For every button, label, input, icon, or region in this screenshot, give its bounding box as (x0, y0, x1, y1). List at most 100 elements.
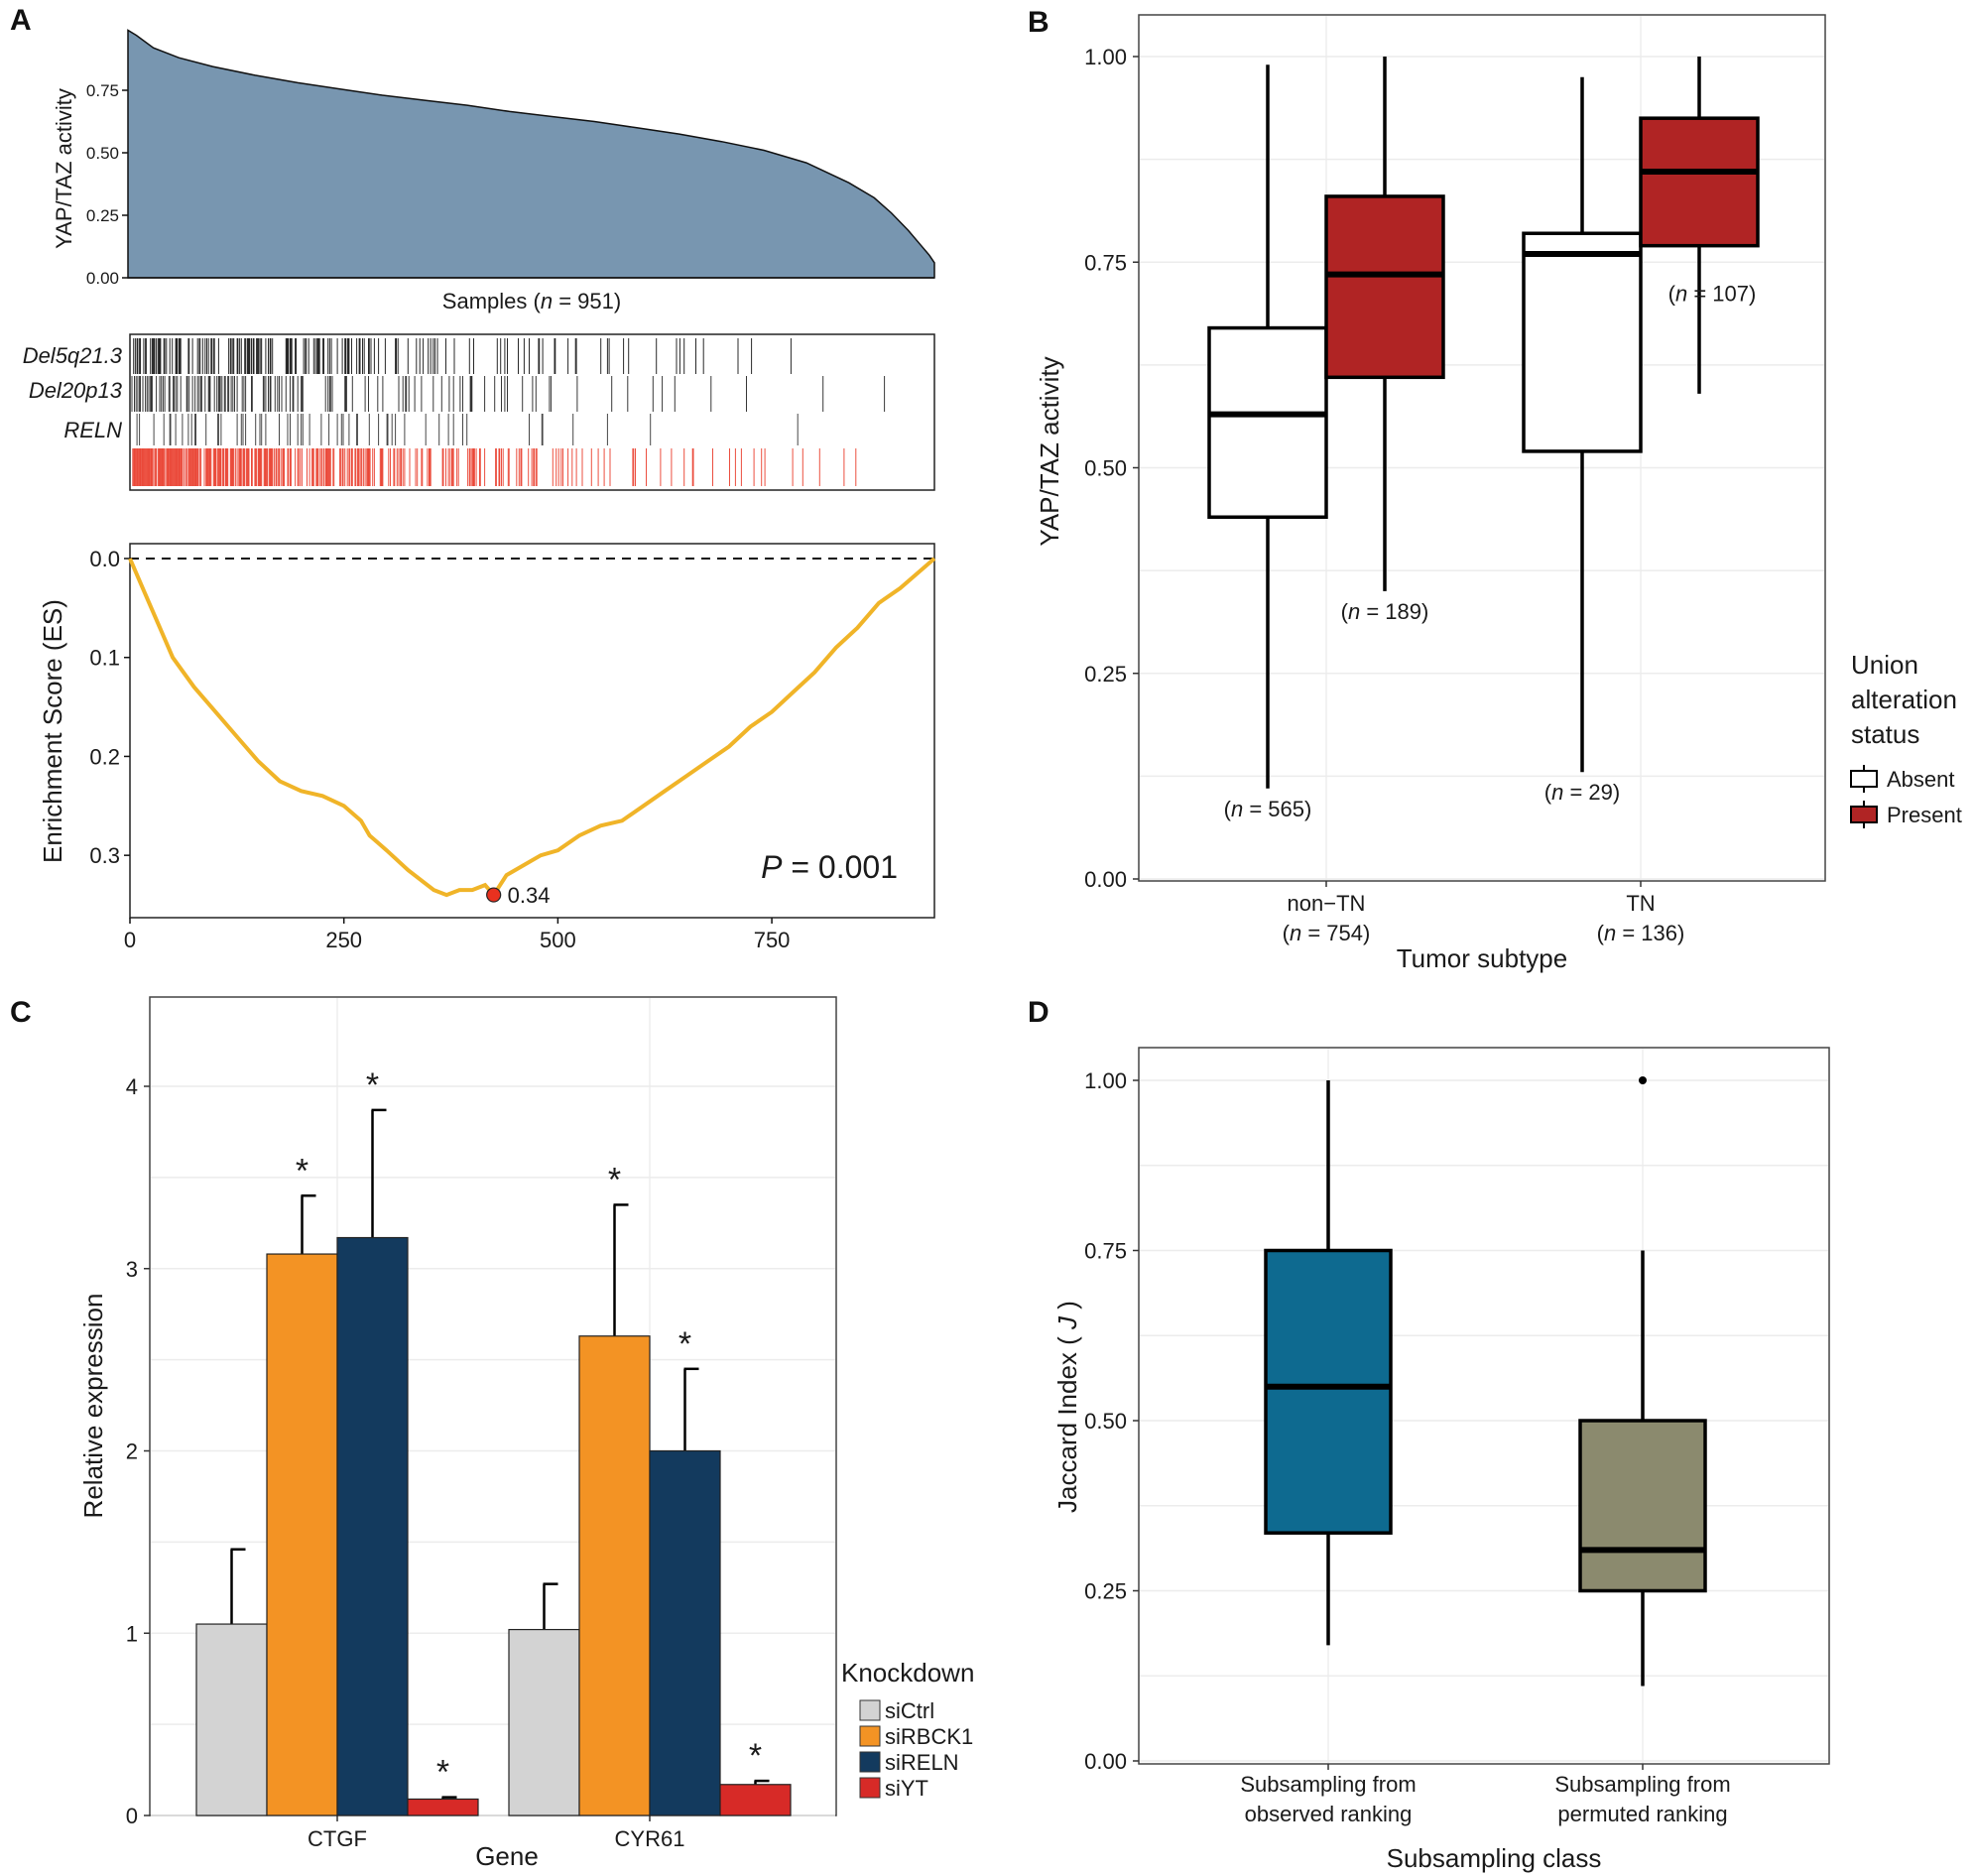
b-box-tn-present (1639, 116, 1760, 248)
b-y-tick-label: 0.75 (1084, 250, 1127, 275)
d-x-tick-label-line2: observed ranking (1245, 1802, 1413, 1826)
d-y-tick-label: 0.00 (1084, 1749, 1127, 1774)
subtype-boxplot: 0.00 0.25 0.50 0.75 1.00 non−TN (n = 754) TN (n … (1035, 14, 1962, 973)
b-box-nontn-present-n-label: (n = 189) (1341, 599, 1429, 624)
relative-expression-bar-chart: 0 1 2 3 4 CTGF CYR61 * * * * * * Relative expressio… (78, 996, 974, 1871)
es-y-label: Enrichment Score (ES) (38, 599, 67, 863)
d-box-permuted (1578, 1419, 1707, 1593)
jaccard-boxplot: 0.00 0.25 0.50 0.75 1.00 Subsampling from obse… (1052, 1047, 1830, 1873)
b-legend-title: Union (1851, 650, 1918, 680)
b-legend-key-absent (1850, 770, 1878, 788)
activity-y-tick-label: 0.50 (86, 144, 119, 163)
b-legend-key-present (1850, 806, 1878, 823)
c-bar-cyr61-sictrl (508, 1628, 580, 1816)
p-value-label: P = 0.001 (761, 849, 898, 885)
c-bar-ctgf-sirbck1-significance: * (296, 1152, 308, 1189)
c-y-tick-label: 1 (126, 1621, 138, 1646)
row-label-del5q21: Del5q21.3 (23, 343, 123, 368)
c-x-tick-label: CTGF (308, 1826, 367, 1851)
es-x-tick-label: 0 (124, 928, 136, 952)
d-x-tick-label-line2: permuted ranking (1557, 1802, 1727, 1826)
activity-y-tick-label: 0.00 (86, 269, 119, 288)
b-box-nontn-present (1324, 194, 1445, 380)
es-y-tick-label: 0.1 (89, 646, 120, 671)
es-y-tick-label: 0.2 (89, 744, 120, 769)
es-x-tick-label: 500 (540, 928, 576, 952)
b-box-tn-absent-n-label: (n = 29) (1544, 780, 1620, 805)
c-legend-label-sireln: siRELN (885, 1750, 959, 1775)
b-legend-title: status (1851, 719, 1919, 749)
c-bar-cyr61-sireln-significance: * (679, 1325, 691, 1363)
d-x-tick-label-line1: Subsampling from (1240, 1772, 1416, 1797)
es-min-point (486, 887, 502, 903)
b-y-tick-label: 0.25 (1084, 662, 1127, 687)
alteration-heatmap: Del5q21.3 Del20p13 RELN (23, 333, 935, 491)
activity-y-label: YAP/TAZ activity (52, 88, 76, 249)
c-legend-title: Knockdown (841, 1658, 974, 1688)
es-x-tick-label: 750 (754, 928, 791, 952)
c-legend-key-siyt (859, 1777, 881, 1799)
b-y-tick-label: 0.00 (1084, 867, 1127, 892)
c-bar-cyr61-sirbck1-significance: * (608, 1161, 621, 1198)
panel-letter-d: D (1028, 996, 1049, 1029)
c-y-label: Relative expression (78, 1294, 108, 1519)
c-bar-ctgf-sireln (336, 1236, 409, 1816)
c-y-tick-label: 3 (126, 1257, 138, 1282)
c-y-tick-label: 4 (126, 1074, 138, 1099)
c-bar-ctgf-siyt (407, 1798, 479, 1816)
c-legend-key-sictrl (859, 1699, 881, 1721)
samples-x-label: Samples (n = 951) (442, 289, 621, 313)
c-legend-label-sictrl: siCtrl (885, 1698, 934, 1723)
activity-area-chart: 0.00 0.25 0.50 0.75 YAP/TAZ activity Sample… (52, 29, 935, 313)
es-y-tick-label: 0.3 (89, 843, 120, 868)
d-box-observed (1264, 1248, 1393, 1535)
c-bar-ctgf-siyt-significance: * (436, 1754, 449, 1792)
c-bar-cyr61-siyt (719, 1784, 792, 1816)
b-y-label: YAP/TAZ activity (1035, 356, 1064, 546)
b-legend-label-absent: Absent (1887, 767, 1955, 792)
c-bar-ctgf-sictrl (195, 1623, 268, 1816)
b-legend-label-present: Present (1887, 803, 1962, 827)
b-box-nontn-absent (1207, 325, 1328, 519)
row-label-reln: RELN (63, 418, 122, 442)
d-y-tick-label: 0.25 (1084, 1579, 1127, 1604)
d-frame (1138, 1047, 1830, 1765)
d-y-tick-label: 0.50 (1084, 1409, 1127, 1434)
c-y-tick-label: 0 (126, 1804, 138, 1828)
d-box-permuted-outlier (1639, 1076, 1647, 1084)
es-x-tick-label: 250 (325, 928, 362, 952)
activity-y-tick-label: 0.75 (86, 81, 119, 100)
es-y-tick-label: 0.0 (89, 547, 120, 571)
c-bar-cyr61-sireln (649, 1449, 721, 1816)
d-x-label: Subsampling class (1387, 1843, 1602, 1873)
b-x-tick-n-label: (n = 136) (1597, 921, 1685, 945)
c-legend-key-sireln (859, 1751, 881, 1773)
c-y-tick-label: 2 (126, 1439, 138, 1464)
panel-letter-c: C (10, 996, 32, 1029)
c-x-tick-label: CYR61 (615, 1826, 685, 1851)
b-box-tn-present-n-label: (n = 107) (1668, 282, 1757, 307)
es-frame (129, 543, 935, 919)
d-y-tick-label: 1.00 (1084, 1068, 1127, 1093)
d-y-tick-label: 0.75 (1084, 1239, 1127, 1264)
c-x-label: Gene (475, 1841, 539, 1871)
activity-area (127, 29, 935, 279)
c-legend-label-sirbck1: siRBCK1 (885, 1724, 973, 1749)
b-y-tick-label: 1.00 (1084, 45, 1127, 69)
panel-letter-a: A (10, 4, 32, 37)
b-x-tick-label: TN (1626, 891, 1655, 916)
b-box-tn-absent (1522, 231, 1643, 453)
c-legend-key-sirbck1 (859, 1725, 881, 1747)
c-bar-ctgf-sirbck1 (266, 1253, 338, 1816)
b-box-nontn-absent-n-label: (n = 565) (1224, 797, 1312, 821)
b-x-tick-n-label: (n = 754) (1283, 921, 1371, 945)
c-bar-cyr61-siyt-significance: * (749, 1737, 762, 1775)
d-y-label: Jaccard Index ( J ) (1052, 1301, 1082, 1513)
b-x-tick-label: non−TN (1288, 891, 1366, 916)
enrichment-score-chart: 0.0 0.1 0.2 0.3 0 250 500 750 0.34 Enrichment S… (38, 543, 936, 952)
b-legend-title: alteration (1851, 685, 1957, 714)
b-y-tick-label: 0.50 (1084, 456, 1127, 481)
row-label-del20p13: Del20p13 (29, 378, 123, 403)
panel-letter-b: B (1028, 6, 1049, 39)
